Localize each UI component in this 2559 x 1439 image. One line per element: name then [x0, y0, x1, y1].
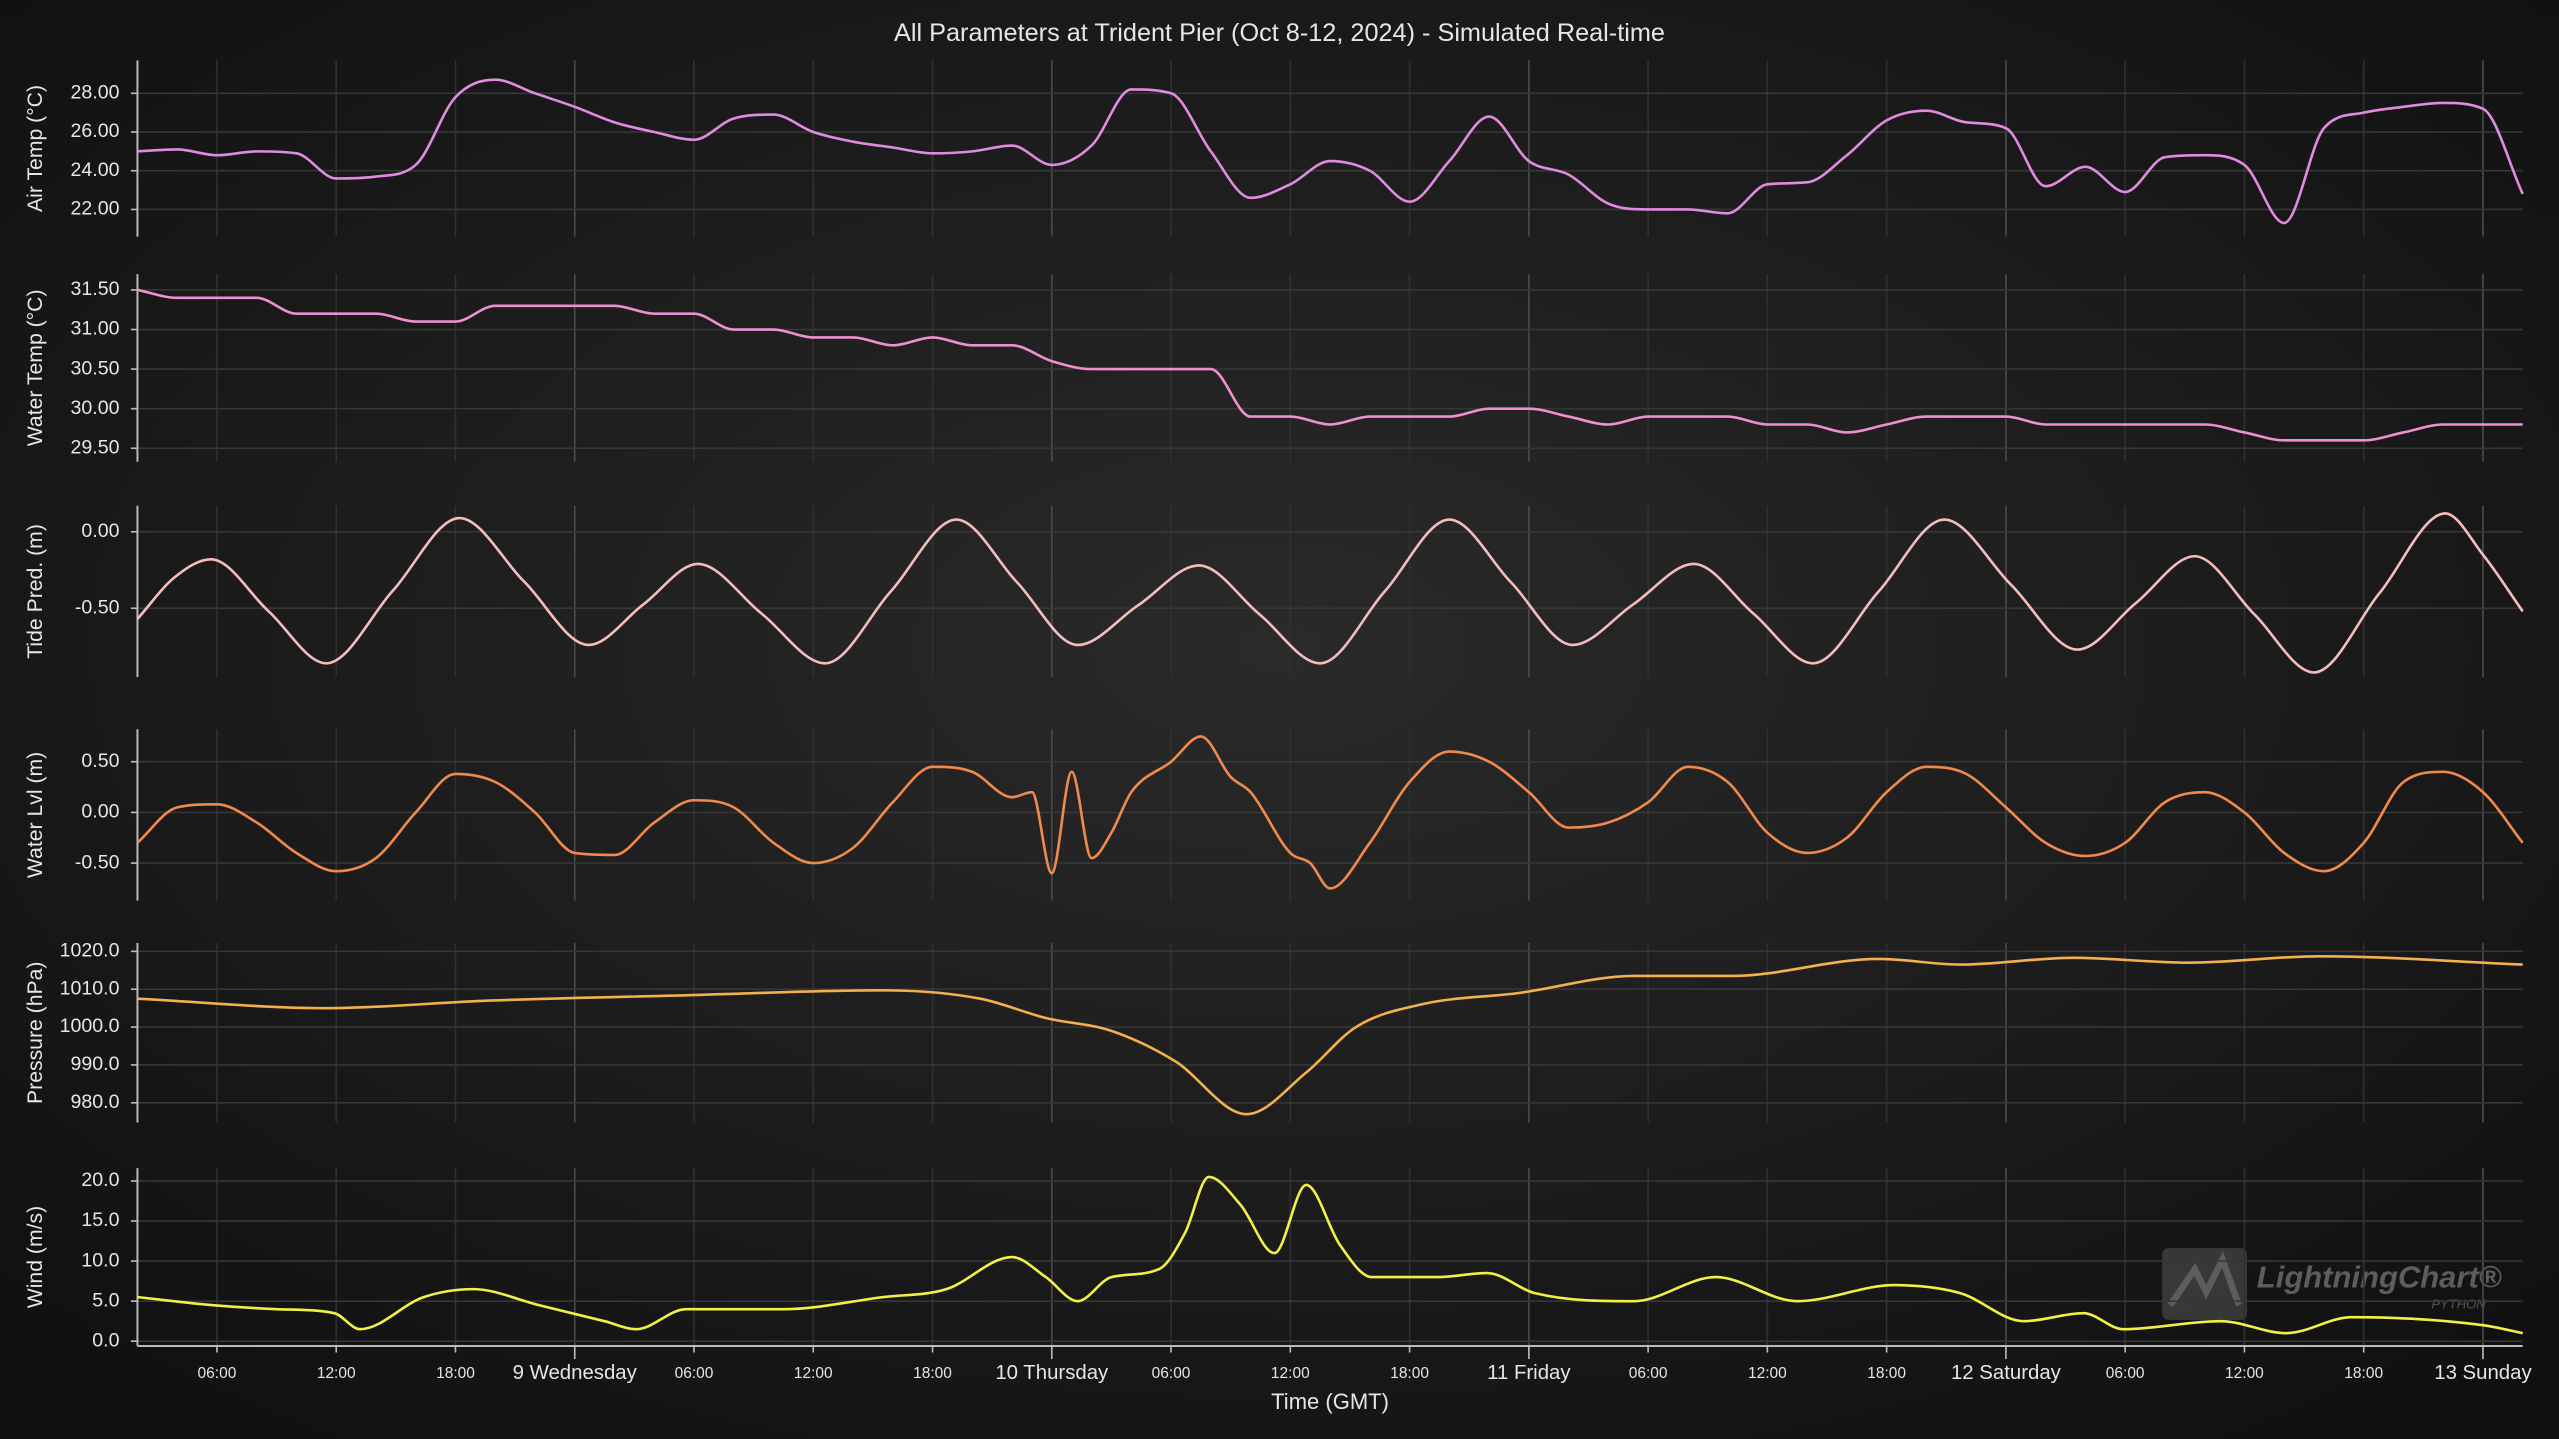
x-tick-label: 06:00 — [1629, 1365, 1668, 1382]
y-tick-label: 29.50 — [71, 436, 120, 458]
y-tick-label: 0.0 — [92, 1329, 119, 1351]
y-axis-label: Air Temp (°C) — [24, 85, 47, 212]
y-tick-label: -0.50 — [75, 596, 120, 618]
x-axis-label: Time (GMT) — [1271, 1389, 1389, 1414]
x-tick-label: 10 Thursday — [995, 1362, 1109, 1384]
y-tick-label: 28.00 — [71, 81, 120, 103]
y-axis-label: Wind (m/s) — [24, 1206, 47, 1308]
x-tick-label: 9 Wednesday — [513, 1362, 638, 1384]
x-tick-label: 12:00 — [1748, 1365, 1787, 1382]
x-tick-label: 06:00 — [675, 1365, 714, 1382]
y-tick-label: 10.0 — [81, 1249, 119, 1271]
series-line — [137, 1175, 2523, 1335]
x-tick-label: 12:00 — [317, 1365, 356, 1382]
x-tick-label: 11 Friday — [1487, 1362, 1571, 1384]
y-axis-label: Tide Pred. (m) — [24, 524, 47, 659]
y-tick-label: 20.0 — [81, 1169, 119, 1191]
series-line — [137, 78, 2524, 225]
x-tick-label: 06:00 — [1152, 1365, 1191, 1382]
y-tick-label: 31.50 — [71, 278, 120, 300]
x-tick-label: 06:00 — [198, 1365, 237, 1382]
y-tick-label: 980.0 — [71, 1091, 120, 1113]
y-axis-label: Water Temp (°C) — [24, 290, 47, 447]
x-tick-label: 13 Sunday — [2434, 1362, 2532, 1384]
watermark-brand: LightningChart® — [2257, 1259, 2502, 1294]
y-tick-label: 0.50 — [81, 750, 119, 772]
x-tick-label: 12 Saturday — [1951, 1362, 2062, 1384]
x-tick-label: 18:00 — [1390, 1365, 1429, 1382]
y-tick-label: 0.00 — [81, 801, 119, 823]
y-tick-label: 5.0 — [92, 1289, 119, 1311]
x-tick-label: 12:00 — [794, 1365, 833, 1382]
y-tick-label: 1010.0 — [60, 977, 120, 999]
x-tick-label: 12:00 — [1271, 1365, 1310, 1382]
y-tick-label: 1000.0 — [60, 1015, 120, 1037]
watermark-logo-mark — [2167, 1251, 2242, 1308]
y-tick-label: 30.00 — [71, 397, 120, 419]
y-tick-label: 24.00 — [71, 159, 120, 181]
x-tick-label: 18:00 — [2344, 1365, 2383, 1382]
y-tick-label: 31.00 — [71, 318, 120, 340]
y-tick-label: 26.00 — [71, 120, 120, 142]
y-tick-label: 0.00 — [81, 520, 119, 542]
series-line — [136, 735, 2524, 890]
x-tick-label: 18:00 — [436, 1365, 475, 1382]
watermark-edition: PYTHON — [2431, 1296, 2486, 1311]
x-tick-label: 12:00 — [2225, 1365, 2264, 1382]
y-tick-label: -0.50 — [75, 851, 120, 873]
y-tick-label: 22.00 — [71, 198, 120, 220]
x-tick-label: 06:00 — [2106, 1365, 2145, 1382]
y-tick-label: 1020.0 — [60, 940, 120, 962]
series-line — [137, 288, 2523, 442]
y-tick-label: 30.50 — [71, 357, 120, 379]
y-axis-label: Water Lvl (m) — [24, 752, 47, 878]
y-tick-label: 990.0 — [71, 1053, 120, 1075]
y-tick-label: 15.0 — [81, 1209, 119, 1231]
chart-title: All Parameters at Trident Pier (Oct 8-12… — [894, 19, 1665, 47]
series-line — [136, 512, 2524, 674]
x-tick-label: 18:00 — [913, 1365, 952, 1382]
series-line — [137, 954, 2523, 1116]
x-tick-label: 18:00 — [1867, 1365, 1906, 1382]
y-axis-label: Pressure (hPa) — [24, 962, 47, 1104]
